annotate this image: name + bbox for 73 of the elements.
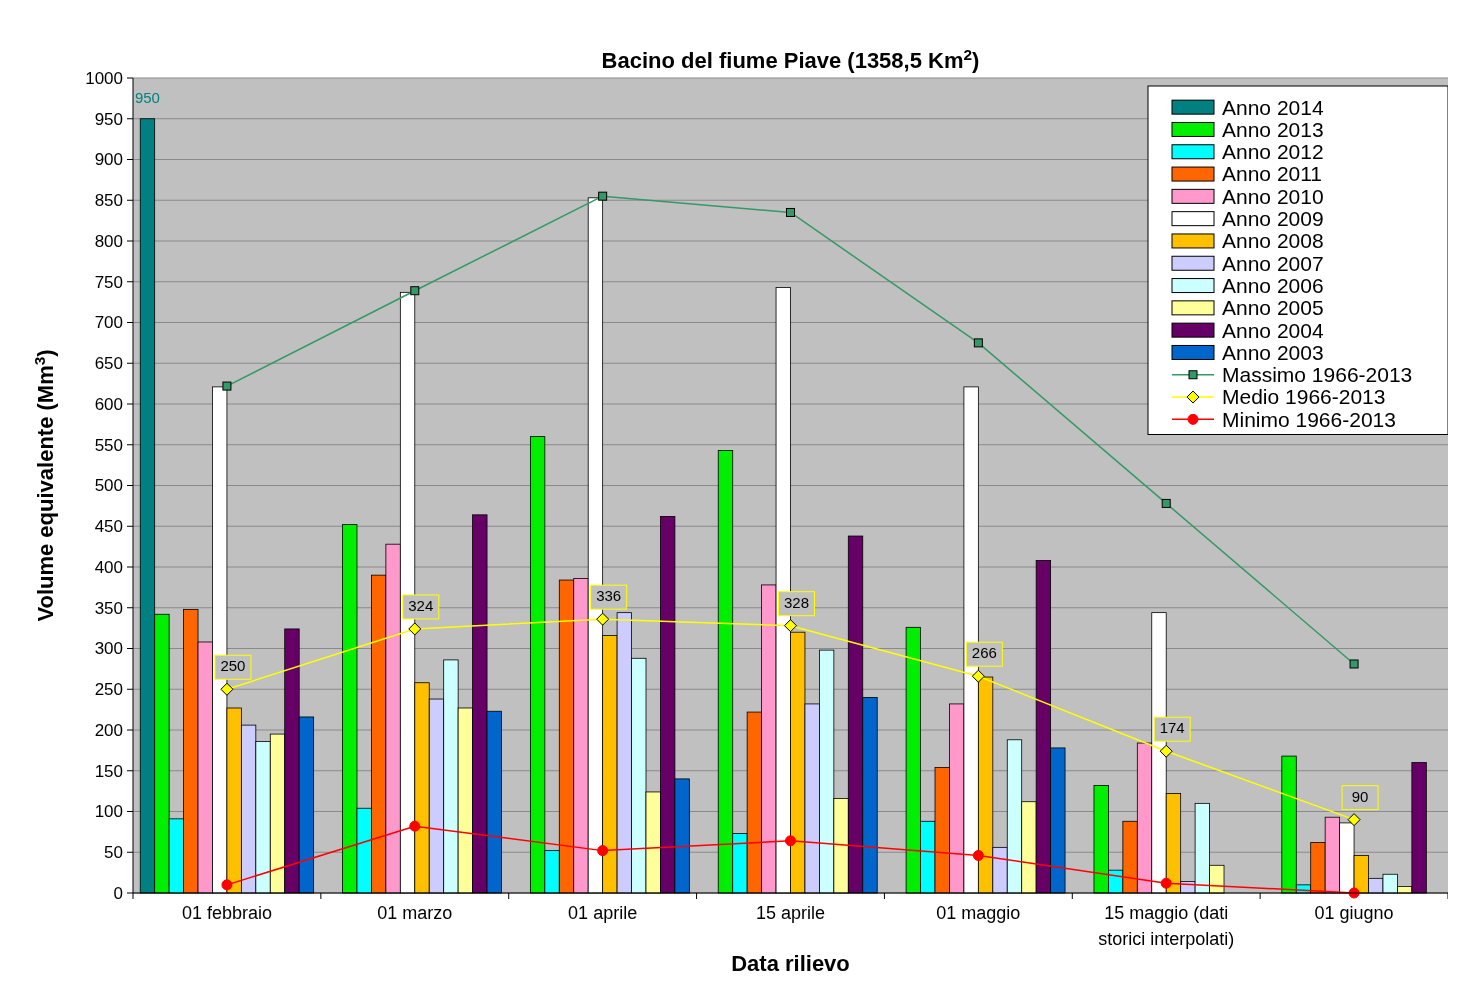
x-tick-label: 01 febbraio: [181, 903, 272, 923]
point: [221, 879, 233, 891]
point: [1159, 744, 1173, 758]
chart-title: Bacino del fiume Piave (1358,5 Km$^{2}$): [601, 45, 980, 73]
legend-label: Anno 2003: [1222, 340, 1324, 364]
data-label: 336: [596, 587, 622, 605]
y-tick-label: 0: [113, 883, 123, 903]
x-axis-title: Data rilievo: [731, 951, 850, 976]
x-tick-label: 01 aprile: [568, 903, 638, 923]
point: [410, 286, 420, 296]
data-label: 174: [1159, 719, 1185, 737]
y-tick-label: 400: [94, 557, 123, 577]
legend-label: Anno 2010: [1222, 184, 1324, 208]
legend-label: Anno 2006: [1222, 273, 1324, 297]
y-tick-label: 750: [94, 272, 123, 292]
y-tick-label: 600: [94, 394, 123, 414]
point: [408, 622, 422, 636]
point: [786, 207, 795, 217]
y-tick-label: 300: [94, 639, 123, 659]
y-tick-label: 700: [94, 313, 123, 333]
data-label: 328: [783, 593, 810, 611]
y-tick-label: 350: [94, 598, 123, 618]
y-tick-label: 200: [94, 720, 123, 740]
point: [1349, 659, 1359, 669]
legend-label: Massimo 1966-2013: [1222, 363, 1413, 387]
y-tick-label: 450: [94, 517, 123, 537]
y-tick-label: 950: [94, 109, 123, 129]
legend-label: Anno 2009: [1222, 207, 1324, 230]
legend-label: Anno 2012: [1222, 140, 1324, 164]
point: [784, 619, 797, 633]
point: [597, 845, 609, 857]
y-tick-label: 50: [104, 843, 123, 863]
legend-label: Anno 2013: [1222, 117, 1324, 141]
y-tick-label: 650: [94, 354, 123, 374]
point: [1160, 877, 1172, 889]
point: [972, 850, 984, 862]
point: [409, 820, 421, 832]
y-tick-label: 900: [94, 150, 123, 170]
data-label: 250: [220, 657, 246, 675]
legend-label: Anno 2014: [1222, 95, 1324, 119]
x-tick-label: 01 giugno: [1314, 903, 1394, 923]
data-label: 90: [1351, 787, 1369, 805]
point: [222, 381, 232, 391]
legend-label: Anno 2007: [1222, 251, 1324, 275]
point: [220, 682, 234, 696]
legend-label: Minimo 1966-2013: [1222, 407, 1396, 431]
legend-label: Anno 2008: [1222, 229, 1324, 253]
y-tick-label: 100: [94, 802, 123, 822]
point: [1161, 498, 1171, 508]
y-tick-label: 1000: [85, 68, 123, 88]
y-tick-label: 800: [94, 231, 123, 251]
y-tick-label: 550: [94, 435, 123, 455]
point: [598, 191, 608, 201]
legend-label: Anno 2004: [1222, 318, 1324, 342]
point: [973, 338, 983, 348]
point: [971, 669, 985, 683]
x-tick-label: 15 aprile: [755, 903, 826, 923]
legend-label: Medio 1966-2013: [1222, 385, 1386, 409]
x-tick-label: 01 marzo: [377, 903, 453, 923]
x-tick-label: 15 maggio (dati storici interpolati): [1098, 903, 1235, 949]
data-label: 324: [408, 596, 434, 614]
y-tick-label: 850: [94, 191, 123, 211]
y-tick-label: 250: [94, 680, 123, 700]
x-tick-label: 01 maggio: [936, 903, 1021, 923]
legend-label: Anno 2005: [1222, 296, 1324, 320]
point: [596, 612, 610, 626]
data-label: 266: [971, 644, 997, 662]
point: [785, 835, 796, 847]
data-label: 950: [134, 88, 160, 106]
point: [1347, 813, 1361, 827]
y-tick-label: 500: [94, 476, 123, 496]
legend-label: Anno 2011: [1222, 162, 1323, 186]
y-tick-label: 150: [94, 761, 123, 781]
